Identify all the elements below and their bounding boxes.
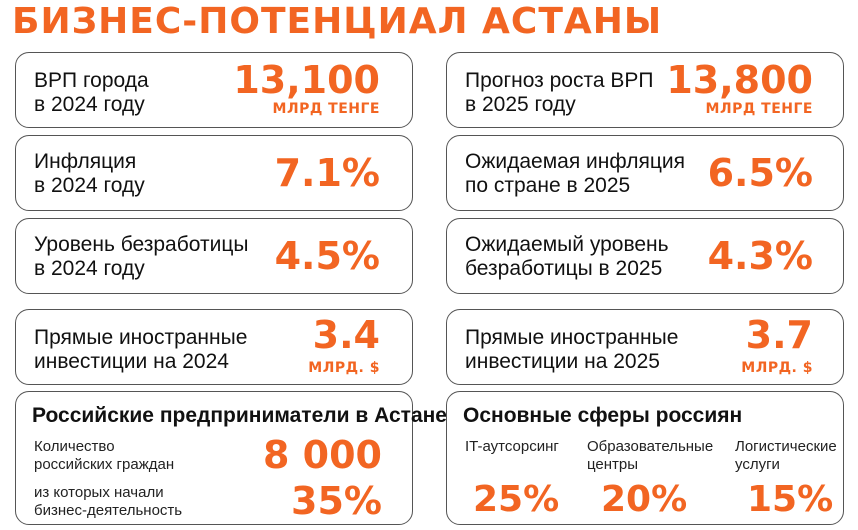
fdi-2025-value: 3.7: [745, 313, 813, 357]
inflation-2025-label: Ожидаемая инфляция по стране в 2025: [465, 150, 685, 197]
main-spheres-title: Основные сферы россиян: [463, 404, 743, 427]
gdp-2024-label: ВРП города в 2024 году: [34, 69, 149, 116]
inflation-2025-value: 6.5%: [707, 151, 813, 195]
fdi-2025-unit: МЛРД. $: [741, 360, 813, 376]
gdp-2024-unit: МЛРД ТЕНГЕ: [272, 101, 380, 117]
russian-entrepreneurs-card: Российские предприниматели в Астане Коли…: [15, 391, 447, 525]
unemployment-2024-value: 4.5%: [274, 234, 380, 278]
sphere-logistics-value: 15%: [747, 479, 834, 520]
fdi-2025-card: Прямые иностранные инвестиции на 2025 3.…: [446, 309, 844, 385]
sphere-logistics-label: Логистические услуги: [735, 438, 837, 473]
gdp-forecast-2025-card: Прогноз роста ВРП в 2025 году 13,800 МЛР…: [446, 52, 844, 128]
unemployment-2024-label: Уровень безработицы в 2024 году: [34, 233, 249, 280]
russian-citizens-count-label: Количество российских граждан: [34, 438, 175, 473]
gdp-2024-value: 13,100: [233, 58, 380, 102]
fdi-2024-card: Прямые иностранные инвестиции на 2024 3.…: [15, 309, 413, 385]
fdi-2024-value: 3.4: [312, 313, 380, 357]
sphere-education-label: Образовательные центры: [587, 438, 714, 473]
fdi-2024-unit: МЛРД. $: [308, 360, 380, 376]
fdi-2024-label: Прямые иностранные инвестиции на 2024: [34, 326, 248, 373]
gdp-forecast-2025-label: Прогноз роста ВРП в 2025 году: [465, 69, 654, 116]
unemployment-2025-card: Ожидаемый уровень безработицы в 2025 4.3…: [446, 218, 844, 294]
sphere-it-label: IT-аутсорсинг: [465, 438, 559, 455]
russian-citizens-count-value: 8 000: [263, 433, 382, 477]
started-business-value: 35%: [291, 479, 382, 523]
inflation-2025-card: Ожидаемая инфляция по стране в 2025 6.5%: [446, 135, 844, 211]
inflation-2024-value: 7.1%: [274, 151, 380, 195]
started-business-label: из которых начали бизнес-деятельность: [34, 484, 183, 519]
gdp-2024-card: ВРП города в 2024 году 13,100 МЛРД ТЕНГЕ: [15, 52, 413, 128]
sphere-education-value: 20%: [601, 479, 688, 520]
inflation-2024-card: Инфляция в 2024 году 7.1%: [15, 135, 413, 211]
main-spheres-card: Основные сферы россиян IT-аутсорсинг 25%…: [446, 391, 844, 525]
unemployment-2025-label: Ожидаемый уровень безработицы в 2025: [465, 233, 669, 280]
fdi-2025-label: Прямые иностранные инвестиции на 2025: [465, 326, 679, 373]
page-title: БИЗНЕС-ПОТЕНЦИАЛ АСТАНЫ: [12, 1, 663, 42]
inflation-2024-label: Инфляция в 2024 году: [34, 150, 145, 197]
unemployment-2025-value: 4.3%: [707, 234, 813, 278]
unemployment-2024-card: Уровень безработицы в 2024 году 4.5%: [15, 218, 413, 294]
russian-entrepreneurs-title: Российские предприниматели в Астане: [32, 404, 447, 427]
gdp-forecast-2025-unit: МЛРД ТЕНГЕ: [705, 101, 813, 117]
sphere-it-value: 25%: [473, 479, 560, 520]
gdp-forecast-2025-value: 13,800: [666, 58, 813, 102]
